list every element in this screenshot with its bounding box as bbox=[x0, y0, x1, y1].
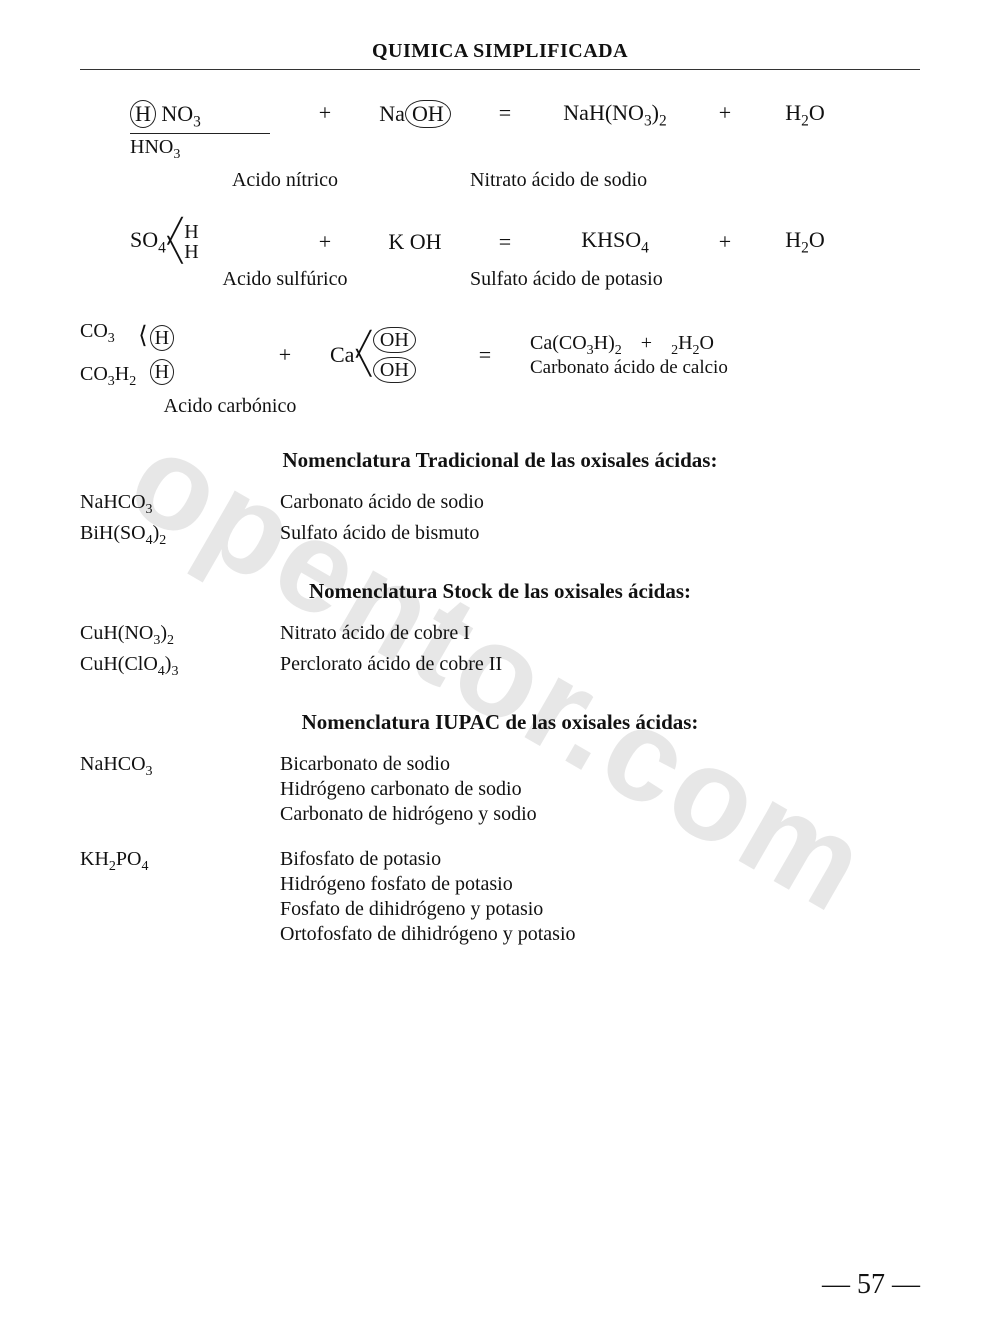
name-text: Ortofosfato de dihidrógeno y potasio bbox=[280, 923, 920, 946]
eq3-co3: CO3 bbox=[80, 321, 136, 346]
def-row: NaHCO3 Bicarbonato de sodio Hidrógeno ca… bbox=[80, 753, 920, 828]
page-header: QUIMICA SIMPLIFICADA bbox=[80, 40, 920, 70]
page-number: — 57 — bbox=[822, 1269, 920, 1301]
eq1-label-right: Nitrato ácido de sodio bbox=[470, 169, 647, 192]
plus-sign: + bbox=[290, 100, 360, 126]
name-text: Hidrógeno fosfato de potasio bbox=[280, 873, 920, 896]
eq3-ca: Ca bbox=[330, 342, 354, 368]
circled-h-icon: H bbox=[150, 359, 174, 385]
eq3-product2: 2H2O bbox=[671, 332, 714, 354]
name-text: Nitrato ácido de cobre I bbox=[280, 622, 920, 645]
name-text: Sulfato ácido de bismuto bbox=[280, 522, 920, 545]
circled-h-icon: H bbox=[150, 325, 174, 351]
equation-2: SO4 ╱ ╲ H H + K OH = KHSO4 + H2O Acido s… bbox=[80, 222, 920, 291]
eq3-product1: Ca(CO3H)2 bbox=[530, 332, 622, 354]
def-row: NaHCO3 Carbonato ácido de sodio bbox=[80, 491, 920, 518]
def-row: CuH(ClO4)3 Perclorato ácido de cobre II bbox=[80, 653, 920, 680]
formula-kh2po4: KH2PO4 bbox=[80, 848, 280, 948]
name-text: Hidrógeno carbonato de sodio bbox=[280, 778, 920, 801]
equals-sign: = bbox=[470, 100, 540, 126]
name-text: Carbonato ácido de sodio bbox=[280, 491, 920, 514]
name-text: Fosfato de dihidrógeno y potasio bbox=[280, 898, 920, 921]
formula-nahco3-b: NaHCO3 bbox=[80, 753, 280, 828]
formula-cuhclo4: CuH(ClO4)3 bbox=[80, 653, 280, 680]
eq2-product1: KHSO4 bbox=[550, 227, 680, 257]
eq1-na: Na bbox=[379, 101, 405, 126]
plus-sign: + bbox=[690, 229, 760, 255]
eq2-h-top: H bbox=[184, 222, 198, 242]
equation-1: H NO3 HNO3 + NaOH = NaH(NO3)2 + H2O Acid… bbox=[80, 100, 920, 192]
name-text: Perclorato ácido de cobre II bbox=[280, 653, 920, 676]
eq1-no3: NO3 bbox=[161, 101, 200, 126]
eq2-label-right: Sulfato ácido de potasio bbox=[470, 268, 663, 291]
name-text: Carbonato de hidrógeno y sodio bbox=[280, 803, 920, 826]
page: QUIMICA SIMPLIFICADA H NO3 HNO3 + NaOH =… bbox=[0, 0, 1000, 1341]
formula-nahco3: NaHCO3 bbox=[80, 491, 280, 518]
plus-sign: + bbox=[690, 100, 760, 126]
eq2-product2: H2O bbox=[770, 227, 840, 257]
circled-oh-icon: OH bbox=[405, 100, 451, 128]
eq1-product1: NaH(NO3)2 bbox=[550, 100, 680, 130]
circled-oh-icon: OH bbox=[373, 357, 416, 383]
equals-sign: = bbox=[450, 342, 520, 368]
eq1-label-left: Acido nítrico bbox=[130, 169, 440, 192]
eq3-label-left: Acido carbónico bbox=[130, 395, 330, 418]
section-title-iupac: Nomenclatura IUPAC de las oxisales ácida… bbox=[80, 710, 920, 735]
eq2-koh: K OH bbox=[370, 229, 460, 255]
section-title-tradicional: Nomenclatura Tradicional de las oxisales… bbox=[80, 448, 920, 473]
plus-sign: + bbox=[250, 342, 320, 368]
equals-sign: = bbox=[470, 229, 540, 255]
def-row: KH2PO4 Bifosfato de potasio Hidrógeno fo… bbox=[80, 848, 920, 948]
plus-sign: + bbox=[641, 332, 652, 354]
eq2-so4: SO4 bbox=[130, 227, 166, 257]
def-row: BiH(SO4)2 Sulfato ácido de bismuto bbox=[80, 522, 920, 549]
eq2-h-bot: H bbox=[184, 242, 198, 262]
circled-h-icon: H bbox=[130, 100, 156, 128]
formula-cuhno3: CuH(NO3)2 bbox=[80, 622, 280, 649]
section-title-stock: Nomenclatura Stock de las oxisales ácida… bbox=[80, 579, 920, 604]
eq2-label-left: Acido sulfúrico bbox=[130, 268, 440, 291]
circled-oh-icon: OH bbox=[373, 327, 416, 353]
name-text: Bicarbonato de sodio bbox=[280, 753, 920, 776]
eq1-hno3: HNO3 bbox=[130, 136, 280, 163]
name-text: Bifosfato de potasio bbox=[280, 848, 920, 871]
eq3-co3h2: CO3H2 bbox=[80, 364, 136, 389]
eq1-product2: H2O bbox=[770, 100, 840, 130]
def-row: CuH(NO3)2 Nitrato ácido de cobre I bbox=[80, 622, 920, 649]
equation-3: CO3 CO3H2 ⟨ H H + Ca ╱ ╲ bbox=[30, 321, 920, 418]
formula-bihso4: BiH(SO4)2 bbox=[80, 522, 280, 549]
plus-sign: + bbox=[290, 229, 360, 255]
eq3-label-right: Carbonato ácido de calcio bbox=[530, 358, 730, 377]
